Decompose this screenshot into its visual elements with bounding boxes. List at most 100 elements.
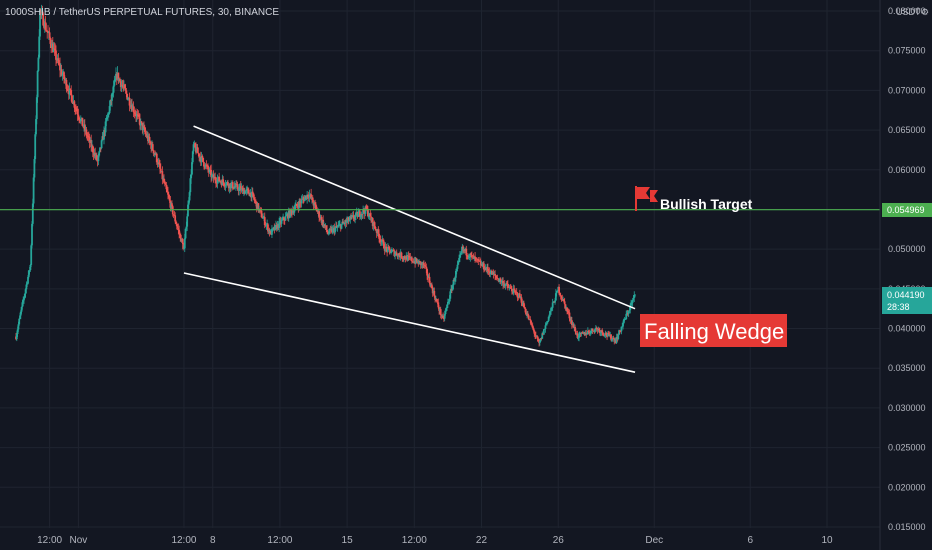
candle-body (340, 224, 343, 229)
candle-body (21, 302, 24, 307)
candle-body (400, 252, 403, 258)
candle-body (274, 225, 277, 231)
candle-body (477, 259, 480, 261)
candle-body (349, 216, 352, 220)
candle-body (136, 114, 139, 116)
candle-body (533, 330, 536, 334)
time-axis[interactable]: 12:00 Nov 12:00 8 12:00 15 12:00 22 26 Dec 6 10 (37, 535, 833, 546)
y-tick-label: 0.075000 (888, 46, 926, 56)
candle-body (516, 292, 519, 298)
price-axis[interactable]: 0.080000 0.075000 0.070000 0.065000 0.060000… (879, 0, 926, 550)
candle-body (433, 290, 436, 297)
candle-body (334, 228, 337, 233)
candle-body (439, 309, 442, 316)
candle-body (359, 211, 361, 217)
candle-body (469, 253, 472, 258)
candle-body (336, 226, 339, 228)
candle-body (68, 88, 71, 95)
candle-body (205, 164, 208, 166)
falling-wedge-box[interactable] (640, 314, 787, 347)
candle-body (232, 188, 235, 190)
candle-body (402, 258, 405, 259)
candle-body (159, 168, 162, 172)
candle-body (526, 314, 529, 316)
candle-body (117, 72, 120, 81)
candle-body (454, 277, 456, 282)
candle-body (119, 81, 122, 88)
candle-body (530, 320, 532, 325)
candle-body (230, 183, 233, 189)
candle-body (627, 311, 630, 314)
wedge-lower-trendline[interactable] (183, 272, 636, 373)
candle-body (506, 284, 509, 287)
candle-body (550, 308, 552, 312)
candle-body (602, 332, 604, 335)
candle-body (255, 201, 257, 202)
candle-body (513, 288, 516, 291)
candle-body (166, 189, 169, 193)
candle-body (73, 101, 76, 108)
candle-body (451, 285, 454, 291)
settings-icon[interactable]: ⚙ (921, 7, 929, 17)
candle-body (387, 246, 389, 252)
candle-body (95, 154, 98, 161)
candle-body (378, 233, 381, 239)
candle-body (281, 219, 284, 221)
candle-body (71, 95, 73, 103)
candle-body (558, 286, 560, 294)
candle-body (38, 36, 41, 58)
candle-body (612, 338, 615, 339)
candle-body (621, 326, 624, 328)
candle-body (167, 194, 170, 198)
bullish-target-label[interactable]: Bullish Target (660, 196, 753, 212)
candles (15, 4, 636, 347)
candle-body (379, 239, 382, 242)
candle-body (78, 117, 81, 120)
candle-body (559, 295, 562, 296)
candle-body (617, 334, 620, 340)
candle-body (482, 263, 485, 270)
x-tick-label: Nov (69, 535, 87, 546)
candle-body (352, 215, 355, 219)
candle-body (587, 330, 590, 332)
candle-body (103, 130, 105, 140)
candle-body (278, 221, 281, 228)
candle-body (185, 226, 188, 229)
x-tick-label: Dec (645, 535, 663, 546)
candle-body (622, 323, 624, 327)
candle-body (622, 319, 625, 324)
candle-body (187, 204, 189, 217)
candle-body (107, 113, 109, 118)
candle-body (458, 257, 460, 262)
candle-body (465, 248, 468, 256)
candle-body (425, 266, 428, 270)
candle-body (523, 307, 526, 309)
candle-body (231, 182, 234, 189)
candle-body (560, 295, 563, 299)
candle-body (407, 255, 409, 261)
candle-body (263, 217, 266, 226)
candle-body (365, 206, 368, 209)
candle-body (227, 182, 229, 186)
x-tick-label: 6 (747, 535, 753, 546)
candle-body (42, 13, 45, 26)
candle-body (23, 297, 25, 301)
candle-body (252, 193, 255, 198)
candle-body (610, 334, 612, 340)
candle-body (487, 270, 490, 272)
candle-body (446, 304, 448, 308)
candle-body (283, 220, 286, 221)
candle-body (434, 296, 436, 300)
wedge-upper-trendline[interactable] (193, 125, 636, 310)
candle-body (247, 189, 250, 194)
candle-body (41, 11, 44, 14)
candle-body (323, 224, 326, 227)
candle-body (39, 9, 42, 13)
currency-label[interactable]: USDT (896, 7, 921, 17)
candle-body (113, 81, 116, 86)
candle-body (431, 288, 434, 294)
candle-body (271, 228, 273, 235)
candle-body (360, 213, 363, 217)
candle-body (435, 299, 438, 302)
